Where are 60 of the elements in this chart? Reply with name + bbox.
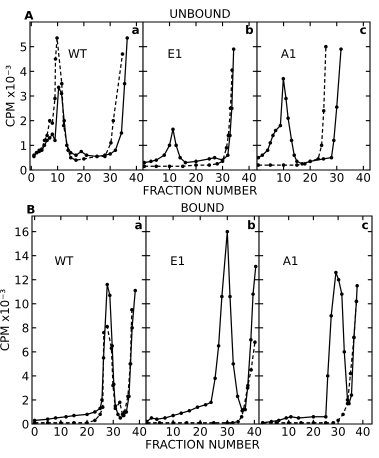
x-tick-label: 20 xyxy=(80,426,94,436)
x-tick-label: 10 xyxy=(54,426,68,436)
text: B xyxy=(27,204,35,214)
y-tick-label: 16 xyxy=(15,227,28,236)
x-tick-label: 40 xyxy=(356,426,370,436)
x-tick-label: 20 xyxy=(304,172,317,182)
x-tick-label: 10 xyxy=(166,426,180,436)
x-tick-label: 30 xyxy=(104,172,117,182)
x-axis-title: FRACTION NUMBER xyxy=(146,440,260,449)
chart-title: BOUND xyxy=(182,203,224,212)
y-axis-title: CPM x10⁻³ xyxy=(6,65,15,126)
x-tick-label: 10 xyxy=(277,172,290,182)
y-tick-label: 1 xyxy=(21,141,26,150)
x-tick-label: 30 xyxy=(220,426,234,436)
annotation: E1 xyxy=(171,256,184,266)
x-tick-label: 30 xyxy=(330,172,344,182)
x-tick-label: 10 xyxy=(51,172,64,182)
annotation: c xyxy=(362,222,368,230)
y-tick-label: 2 xyxy=(20,116,26,126)
annotation: a xyxy=(132,27,139,34)
x-tick-label: 20 xyxy=(194,426,207,436)
x-tick-label: 0 xyxy=(32,426,38,436)
annotation: A1 xyxy=(282,256,298,266)
annotation: WT xyxy=(68,49,87,58)
x-tick-label: 40 xyxy=(242,172,256,182)
x-axis-title: FRACTION NUMBER xyxy=(144,186,257,195)
annotation: E1 xyxy=(168,49,182,58)
x-tick-label: 40 xyxy=(356,172,370,182)
chart-title: UNBOUND xyxy=(170,9,230,18)
annotation: a xyxy=(135,222,142,230)
y-tick-label: 4 xyxy=(22,372,29,380)
annotation: A1 xyxy=(280,49,296,58)
annotation: c xyxy=(360,27,366,34)
y-tick-label: 6 xyxy=(22,348,28,357)
x-tick-label: 20 xyxy=(306,426,320,436)
x-tick-label: 10 xyxy=(163,172,176,182)
x-tick-label: 40 xyxy=(129,172,144,182)
y-tick-label: 14 xyxy=(15,252,29,260)
annotation: WT xyxy=(54,256,74,266)
x-tick-label: 20 xyxy=(189,172,203,182)
y-axis-title: CPM x10⁻³ xyxy=(0,289,10,350)
annotation: b xyxy=(248,220,256,230)
x-tick-label: 40 xyxy=(247,426,262,436)
y-tick-label: 4 xyxy=(20,67,27,76)
y-tick-label: 0 xyxy=(20,166,26,175)
x-tick-label: 30 xyxy=(332,426,345,436)
x-tick-label: 30 xyxy=(216,172,230,182)
y-tick-label: 2 xyxy=(22,396,28,404)
x-tick-label: 40 xyxy=(132,426,146,436)
y-tick-label: 8 xyxy=(22,324,28,332)
y-tick-label: 0 xyxy=(22,420,28,429)
annotation: b xyxy=(246,24,254,34)
y-tick-label: 12 xyxy=(15,275,28,284)
y-tick-label: 3 xyxy=(20,92,26,101)
text: A xyxy=(24,10,34,20)
x-tick-label: 20 xyxy=(77,172,91,182)
x-tick-label: 30 xyxy=(106,426,120,436)
y-tick-label: 10 xyxy=(15,299,28,308)
y-tick-label: 5 xyxy=(20,42,26,52)
x-tick-label: 10 xyxy=(282,426,296,436)
